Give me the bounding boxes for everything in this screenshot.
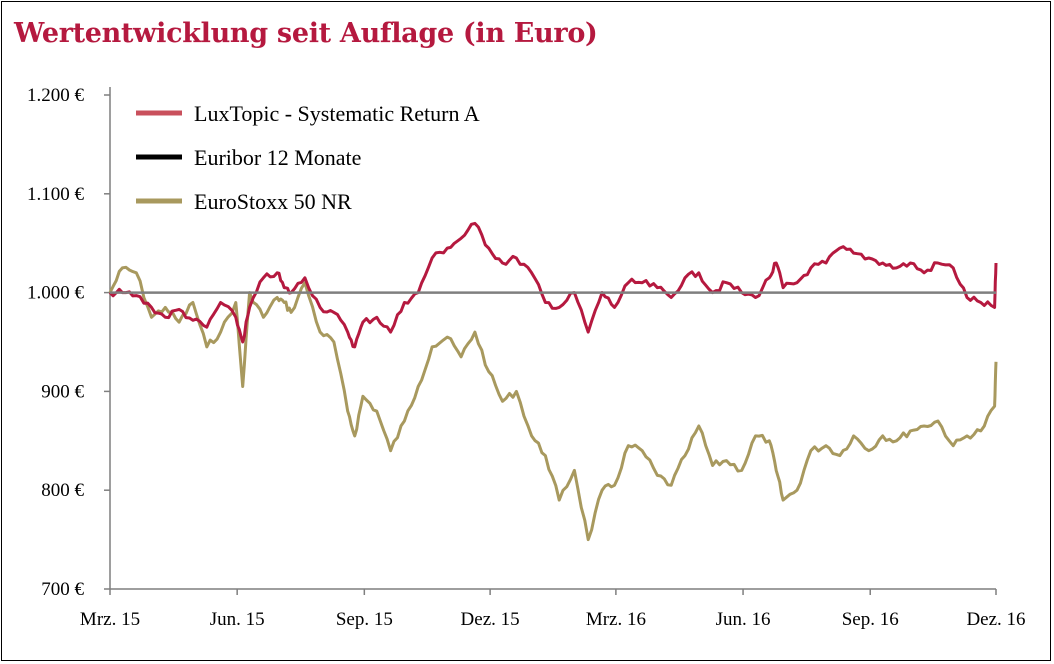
x-tick-label: Jun. 16	[716, 609, 771, 630]
x-tick-label: Sep. 15	[336, 609, 393, 630]
x-tick-label: Dez. 15	[461, 609, 520, 630]
y-tick-label: 1.200 €	[27, 85, 85, 106]
y-tick-label: 1.000 €	[27, 283, 85, 304]
legend-label: Euribor 12 Monate	[194, 145, 361, 170]
x-tick-label: Mrz. 15	[80, 609, 140, 630]
x-tick-label: Sep. 16	[842, 609, 899, 630]
x-tick-label: Dez. 16	[966, 609, 1025, 630]
x-tick-label: Jun. 15	[210, 609, 265, 630]
series-line-0	[108, 221, 998, 349]
legend: LuxTopic - Systematic Return A Euribor 12…	[136, 101, 480, 214]
series-line-2	[108, 265, 998, 542]
series-lines	[108, 221, 998, 542]
axes: 1.200 € 1.100 € 1.000 € 900 € 800 € 700 € Mrz.…	[27, 85, 1026, 630]
chart-title: Wertentwicklung seit Auflage (in Euro)	[14, 18, 598, 49]
x-tick-label: Mrz. 16	[586, 609, 646, 630]
legend-label: LuxTopic - Systematic Return A	[194, 101, 480, 126]
legend-label: EuroStoxx 50 NR	[194, 189, 352, 214]
y-tick-label: 1.100 €	[27, 184, 85, 205]
y-tick-label: 900 €	[41, 381, 84, 402]
y-tick-label: 800 €	[41, 480, 84, 501]
y-tick-label: 700 €	[41, 579, 84, 600]
